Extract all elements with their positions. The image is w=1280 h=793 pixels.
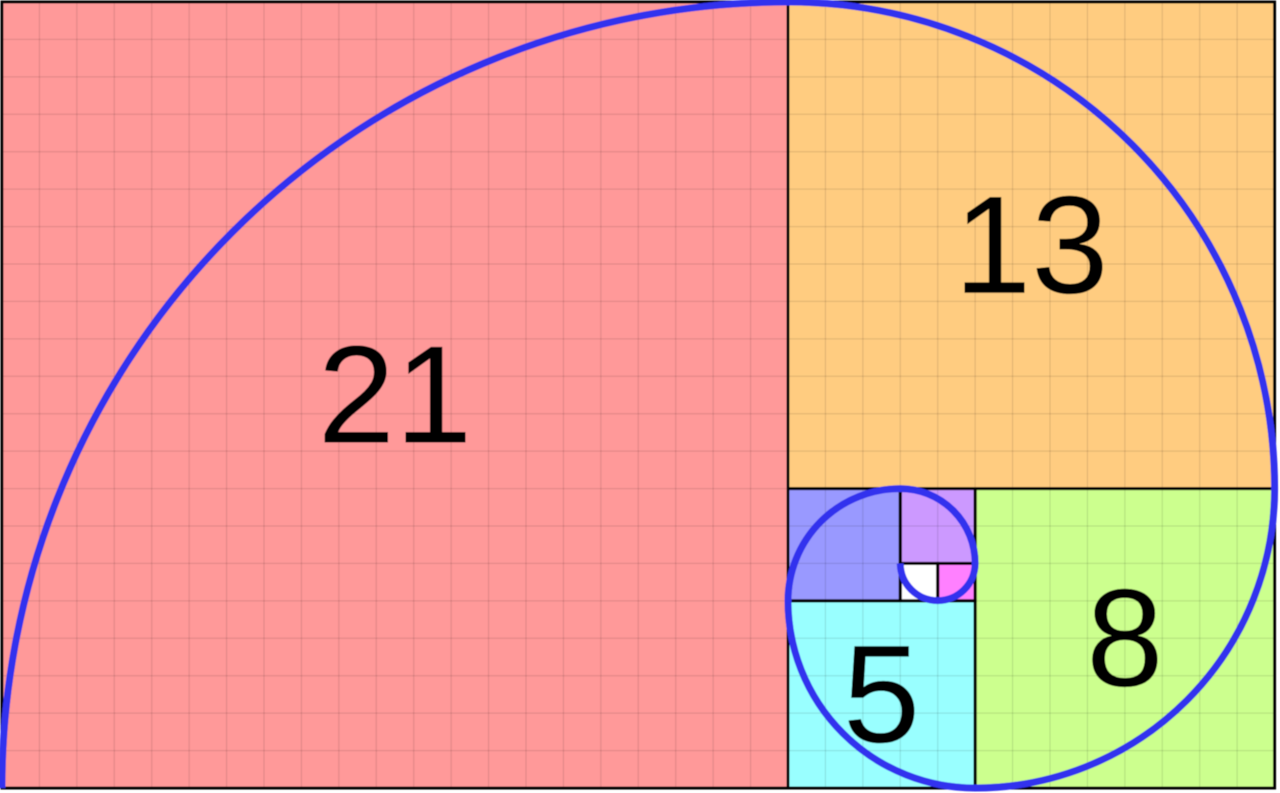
svg-text:8: 8: [1086, 561, 1163, 716]
svg-text:13: 13: [954, 168, 1109, 323]
svg-text:21: 21: [318, 318, 473, 473]
svg-text:5: 5: [843, 617, 920, 772]
